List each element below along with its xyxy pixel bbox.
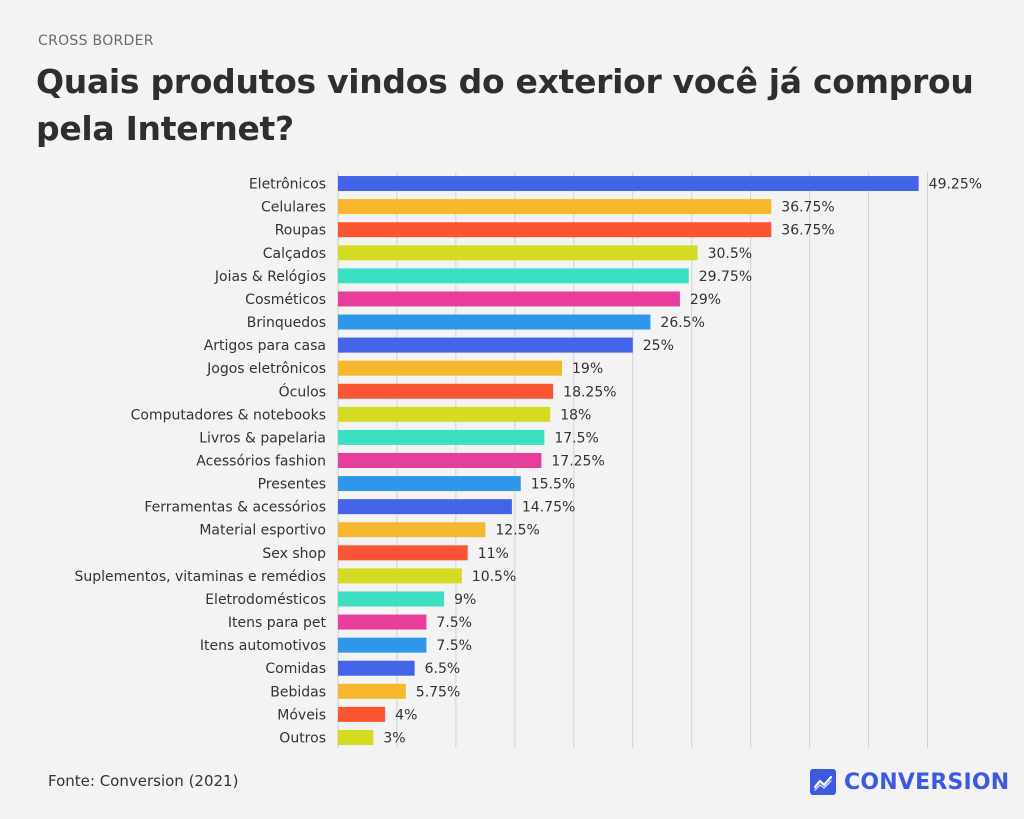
category-label: Sex shop (262, 546, 326, 562)
data-label: 3% (383, 730, 405, 746)
data-label: 7.5% (436, 615, 472, 631)
data-label: 18% (560, 407, 591, 423)
bar (338, 637, 427, 653)
data-label: 25% (643, 338, 674, 354)
bar (338, 199, 772, 215)
category-label: Acessórios fashion (196, 454, 326, 470)
data-label: 49.25% (929, 177, 982, 193)
category-label: Artigos para casa (204, 338, 326, 354)
data-label: 10.5% (472, 569, 516, 585)
category-label: Móveis (277, 707, 326, 723)
bar (338, 429, 545, 445)
category-label: Itens automotivos (200, 638, 326, 654)
chart-title: Quais produtos vindos do exterior você j… (36, 62, 974, 148)
data-label: 17.5% (554, 430, 598, 446)
data-label: 4% (395, 707, 417, 723)
bar (338, 568, 462, 584)
category-label: Bebidas (270, 684, 326, 700)
bar (338, 706, 386, 722)
bar (338, 383, 554, 399)
category-label: Calçados (263, 246, 326, 262)
bar (338, 222, 772, 238)
bar (338, 406, 551, 422)
chart-line-logo-icon (810, 769, 836, 795)
category-label: Roupas (275, 223, 326, 239)
data-label: 30.5% (708, 246, 752, 262)
bar (338, 314, 651, 330)
bar (338, 360, 563, 376)
category-label: Brinquedos (247, 315, 326, 331)
category-label: Suplementos, vitaminas e remédios (74, 569, 326, 585)
category-label: Outros (279, 730, 326, 746)
category-label: Joias & Relógios (214, 269, 326, 285)
category-label: Cosméticos (245, 292, 326, 308)
category-label: Óculos (279, 382, 326, 400)
category-label: Computadores & notebooks (131, 407, 326, 423)
category-label: Presentes (258, 477, 326, 493)
data-label: 11% (478, 546, 509, 562)
data-label: 9% (454, 592, 476, 608)
data-label: 17.25% (551, 454, 604, 470)
bar (338, 291, 680, 307)
category-label: Celulares (261, 200, 326, 216)
bar (338, 522, 486, 538)
data-label: 36.75% (781, 200, 834, 216)
data-label: 14.75% (522, 500, 575, 516)
data-label: 36.75% (781, 223, 834, 239)
data-label: 19% (572, 361, 603, 377)
data-label: 6.5% (425, 661, 461, 677)
bar (338, 729, 374, 745)
data-label: 5.75% (416, 684, 460, 700)
category-label: Eletrônicos (249, 177, 326, 193)
data-label: 29% (690, 292, 721, 308)
category-label: Material esportivo (199, 523, 326, 539)
data-label: 18.25% (563, 384, 616, 400)
bar (338, 268, 689, 284)
brand-name: CONVERSION (844, 769, 1010, 795)
data-label: 15.5% (531, 477, 575, 493)
bar (338, 499, 512, 515)
bar (338, 337, 633, 353)
chart-kicker: CROSS BORDER (38, 33, 154, 49)
brand-logo: CONVERSION (810, 768, 1009, 796)
bar (338, 245, 698, 261)
bar (338, 476, 521, 492)
data-label: 12.5% (495, 523, 539, 539)
category-label: Jogos eletrônicos (206, 361, 326, 377)
source-note: Fonte: Conversion (2021) (48, 772, 239, 790)
category-label: Itens para pet (228, 615, 327, 631)
bar (338, 176, 919, 192)
bar (338, 660, 415, 676)
bar (338, 545, 468, 561)
category-label: Ferramentas & acessórios (144, 500, 326, 516)
bar (338, 591, 445, 607)
category-label: Eletrodomésticos (205, 592, 326, 608)
category-label: Livros & papelaria (199, 430, 326, 446)
bar (338, 683, 406, 699)
bar (338, 614, 427, 630)
bar (338, 453, 542, 468)
data-label: 7.5% (436, 638, 472, 654)
category-label: Comidas (265, 661, 326, 677)
data-label: 26.5% (660, 315, 704, 331)
data-label: 29.75% (699, 269, 752, 285)
